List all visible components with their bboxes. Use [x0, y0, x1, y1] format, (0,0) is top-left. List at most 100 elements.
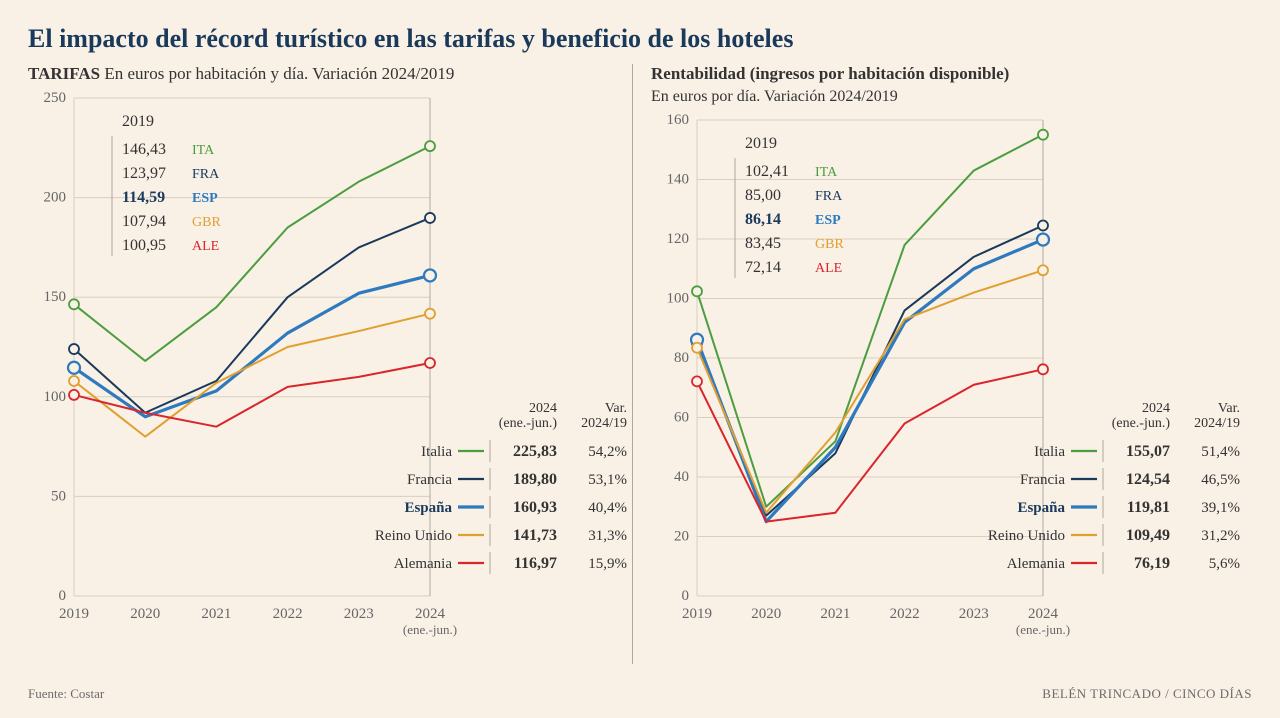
table-row-var: 39,1% [1201, 500, 1240, 516]
table-head-2024: 2024(ene.-jun.) [499, 401, 558, 431]
table-head-var: Var.2024/19 [581, 401, 627, 431]
table-row-var: 53,1% [588, 472, 627, 488]
series-marker-GBR [425, 309, 435, 319]
panel-rentabilidad-title: Rentabilidad (ingresos por habitación di… [651, 64, 1009, 83]
y-tick-label: 100 [667, 291, 690, 307]
y-tick-label: 160 [667, 112, 690, 128]
legend-2019-code: GBR [192, 215, 221, 230]
table-head-2024: 2024(ene.-jun.) [1112, 401, 1171, 431]
series-line-GBR [74, 314, 430, 437]
table-row-name: Reino Unido [375, 528, 452, 544]
legend-2019-value: 100,95 [122, 237, 166, 254]
y-tick-label: 150 [44, 289, 67, 305]
legend-2019-code: FRA [815, 189, 843, 204]
table-row-var: 51,4% [1201, 444, 1240, 460]
y-tick-label: 200 [44, 190, 67, 206]
series-marker-ITA [692, 286, 702, 296]
series-marker-ESP [424, 269, 436, 281]
chart-rentabilidad: 0204060801001201401602019202020212022202… [651, 110, 1245, 654]
y-tick-label: 100 [44, 389, 67, 405]
y-tick-label: 0 [59, 588, 67, 604]
x-tick-label: 2024(ene.-jun.) [403, 606, 457, 637]
x-tick-label: 2019 [59, 606, 89, 622]
y-tick-label: 120 [667, 231, 690, 247]
series-marker-ITA [425, 141, 435, 151]
legend-2019-value: 114,59 [122, 189, 165, 206]
table-row-name: Reino Unido [988, 528, 1065, 544]
table-row-value: 225,83 [513, 443, 557, 460]
table-row-value: 155,07 [1126, 443, 1170, 460]
x-tick-label: 2022 [273, 606, 303, 622]
x-tick-label: 2020 [130, 606, 160, 622]
credit-label: BELÉN TRINCADO / CINCO DÍAS [1042, 686, 1252, 702]
y-tick-label: 50 [51, 488, 66, 504]
legend-2019-code: FRA [192, 167, 220, 182]
table-row-value: 141,73 [513, 527, 557, 544]
legend-2019-code: ESP [192, 191, 218, 206]
table-row-name: Francia [1020, 472, 1065, 488]
series-marker-ITA [69, 299, 79, 309]
table-row-value: 119,81 [1127, 499, 1170, 516]
series-marker-GBR [1038, 265, 1048, 275]
table-row-value: 189,80 [513, 471, 557, 488]
series-line-ALE [74, 363, 430, 427]
legend-2019-title: 2019 [745, 135, 777, 152]
x-tick-label: 2019 [682, 606, 712, 622]
legend-2019-value: 85,00 [745, 187, 781, 204]
series-marker-ALE [692, 376, 702, 386]
series-marker-FRA [425, 213, 435, 223]
table-row-var: 46,5% [1201, 472, 1240, 488]
table-row-value: 116,97 [514, 555, 557, 572]
y-tick-label: 60 [674, 410, 689, 426]
panel-rentabilidad: Rentabilidad (ingresos por habitación di… [633, 64, 1252, 664]
panel-rentabilidad-sub: En euros por día. Variación 2024/2019 [651, 88, 1252, 106]
x-tick-label: 2021 [820, 606, 850, 622]
table-row-value: 109,49 [1126, 527, 1170, 544]
legend-2019-code: ESP [815, 213, 841, 228]
table-row-name: España [404, 500, 452, 516]
legend-2019-code: ALE [192, 239, 219, 254]
source-label: Fuente: Costar [28, 686, 104, 702]
series-marker-ITA [1038, 130, 1048, 140]
legend-2019-value: 72,14 [745, 259, 781, 276]
table-row-var: 54,2% [588, 444, 627, 460]
x-tick-label: 2024(ene.-jun.) [1016, 606, 1070, 637]
legend-2019-value: 83,45 [745, 235, 781, 252]
y-tick-label: 40 [674, 469, 689, 485]
series-marker-ALE [69, 390, 79, 400]
y-tick-label: 140 [667, 172, 690, 188]
series-marker-ESP [1037, 234, 1049, 246]
panel-tarifas: TARIFAS En euros por habitación y día. V… [28, 64, 633, 664]
y-tick-label: 250 [44, 90, 67, 106]
table-row-var: 31,2% [1201, 528, 1240, 544]
series-marker-GBR [692, 343, 702, 353]
x-tick-label: 2022 [890, 606, 920, 622]
series-line-ALE [697, 369, 1043, 521]
legend-2019-value: 107,94 [122, 213, 166, 230]
series-marker-GBR [69, 376, 79, 386]
legend-2019-code: GBR [815, 237, 844, 252]
legend-2019-code: ITA [192, 143, 215, 158]
legend-2019-code: ITA [815, 165, 838, 180]
legend-2019-value: 123,97 [122, 165, 166, 182]
table-row-name: Italia [1034, 444, 1065, 460]
table-head-var: Var.2024/19 [1194, 401, 1240, 431]
series-marker-FRA [69, 344, 79, 354]
series-marker-ALE [425, 358, 435, 368]
table-row-name: Alemania [1007, 556, 1066, 572]
table-row-var: 15,9% [588, 556, 627, 572]
legend-2019-value: 86,14 [745, 211, 781, 228]
table-row-var: 31,3% [588, 528, 627, 544]
legend-2019-value: 102,41 [745, 163, 789, 180]
panel-tarifas-title-strong: TARIFAS [28, 64, 100, 83]
x-tick-label: 2020 [751, 606, 781, 622]
table-row-var: 5,6% [1209, 556, 1240, 572]
table-row-value: 76,19 [1134, 555, 1170, 572]
table-row-name: España [1017, 500, 1065, 516]
panel-tarifas-title-rest: En euros por habitación y día. Variación… [100, 64, 454, 83]
y-tick-label: 80 [674, 350, 689, 366]
series-marker-FRA [1038, 220, 1048, 230]
y-tick-label: 0 [682, 588, 690, 604]
series-marker-ESP [68, 362, 80, 374]
x-tick-label: 2021 [201, 606, 231, 622]
